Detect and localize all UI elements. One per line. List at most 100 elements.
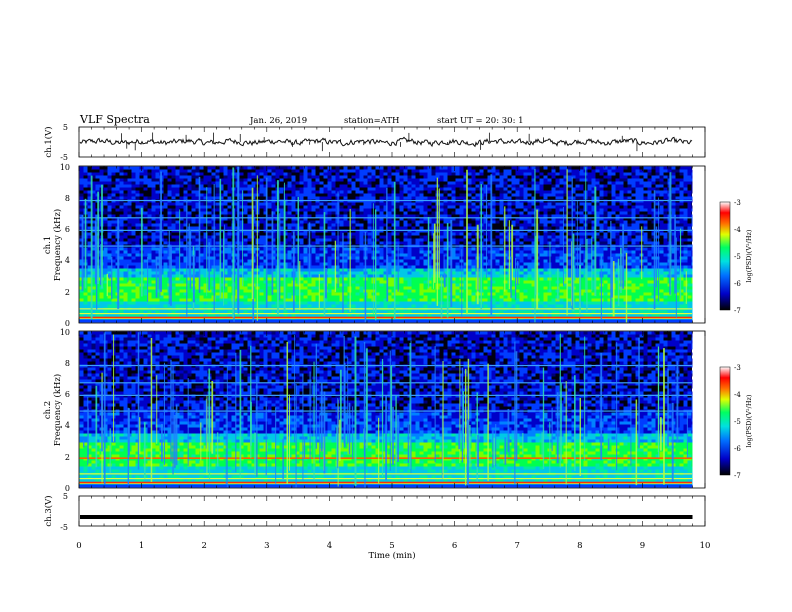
spectrogram-cell bbox=[219, 262, 224, 266]
spectrogram-cell bbox=[419, 262, 424, 266]
spectrogram-cell bbox=[547, 214, 552, 218]
spectrogram-cell bbox=[291, 178, 296, 182]
spectrogram-cell bbox=[299, 187, 304, 191]
spectrogram-cell bbox=[423, 220, 428, 224]
spectrogram-cell bbox=[391, 184, 396, 188]
spectrogram-cell bbox=[539, 241, 544, 245]
spectrogram-cell bbox=[439, 256, 444, 260]
spectrogram-cell bbox=[671, 223, 676, 227]
spectrogram-cell bbox=[299, 214, 304, 218]
spectrogram-cell bbox=[383, 235, 388, 239]
spectrogram-cell bbox=[195, 277, 200, 281]
spectrogram-cell bbox=[511, 235, 516, 239]
spectrogram-cell bbox=[119, 259, 124, 263]
spectrogram-cell bbox=[147, 181, 152, 185]
spectrogram-cell bbox=[531, 175, 536, 179]
spectrogram-cell bbox=[343, 256, 348, 260]
spectrogram-cell bbox=[519, 232, 524, 236]
spectrogram-cell bbox=[435, 172, 440, 176]
spectrogram-cell bbox=[415, 196, 420, 200]
spectrogram-cell bbox=[383, 250, 388, 254]
spectrogram-cell bbox=[551, 220, 556, 224]
spectrogram-cell bbox=[359, 181, 364, 185]
spectrogram-cell bbox=[643, 196, 648, 200]
spectrogram-cell bbox=[327, 238, 332, 242]
spectrogram-cell bbox=[307, 208, 312, 212]
spectrogram-cell bbox=[271, 253, 276, 257]
spectrogram-cell bbox=[659, 232, 664, 236]
spectrogram-cell bbox=[499, 211, 504, 215]
spectrogram-cell bbox=[367, 184, 372, 188]
spectrogram-cell bbox=[611, 226, 616, 230]
spectrogram-cell bbox=[631, 232, 636, 236]
spectrogram-cell bbox=[547, 259, 552, 263]
spectrogram-cell bbox=[335, 166, 340, 170]
spectrogram-cell bbox=[355, 232, 360, 236]
spectrogram-cell bbox=[299, 208, 304, 212]
spectrogram-cell bbox=[651, 211, 656, 215]
spectrogram-cell bbox=[311, 187, 316, 191]
spectrogram-cell bbox=[575, 169, 580, 173]
spectrogram-cell bbox=[639, 217, 644, 221]
spectrogram-cell bbox=[499, 259, 504, 263]
spectrogram-cell bbox=[91, 259, 96, 263]
spectrogram-cell bbox=[643, 238, 648, 242]
spectrogram-cell bbox=[163, 253, 168, 257]
spectrogram-cell bbox=[403, 256, 408, 260]
spectrogram-cell bbox=[327, 253, 332, 257]
spectrogram-cell bbox=[663, 265, 668, 269]
spectrogram-cell bbox=[551, 256, 556, 260]
spectrogram-cell bbox=[555, 208, 560, 212]
spectrogram-cell bbox=[343, 202, 348, 206]
spectrogram-cell bbox=[631, 241, 636, 245]
spectrogram-cell bbox=[531, 274, 536, 278]
spectrogram-cell bbox=[171, 235, 176, 239]
spectrogram-cell bbox=[223, 178, 228, 182]
spectrogram-cell bbox=[331, 202, 336, 206]
spectrogram-cell bbox=[551, 193, 556, 197]
spectrogram-cell bbox=[411, 277, 416, 281]
spectrogram-cell bbox=[391, 253, 396, 257]
spectrogram-cell bbox=[411, 271, 416, 275]
spectrogram-cell bbox=[559, 262, 564, 266]
spectrogram-cell bbox=[619, 220, 624, 224]
spectrogram-cell bbox=[623, 223, 628, 227]
spectrogram-cell bbox=[659, 268, 664, 272]
spectrogram-cell bbox=[451, 274, 456, 278]
spectrogram-cell bbox=[179, 178, 184, 182]
spectrogram-cell bbox=[651, 229, 656, 233]
spectrogram-cell bbox=[219, 181, 224, 185]
spectrogram-cell bbox=[419, 172, 424, 176]
spectrogram-cell bbox=[123, 277, 128, 281]
spectrogram-cell bbox=[79, 241, 84, 245]
spectrogram-cell bbox=[303, 172, 308, 176]
spectrogram-cell bbox=[155, 202, 160, 206]
spectrogram-cell bbox=[135, 211, 140, 215]
spectrogram-cell bbox=[403, 184, 408, 188]
spectrogram-cell bbox=[283, 196, 288, 200]
spectrogram-cell bbox=[335, 208, 340, 212]
spectrogram-cell bbox=[151, 256, 156, 260]
spectrogram-cell bbox=[463, 271, 468, 275]
spectrogram-cell bbox=[683, 214, 688, 218]
spectrogram-cell bbox=[263, 265, 268, 269]
ch1-spectrogram-panel: 0 2 4 6 8 10 ch.1 Frequency (kHz) -3 -4 … bbox=[43, 163, 753, 328]
spectrogram-cell bbox=[347, 220, 352, 224]
spectrogram-cell bbox=[295, 223, 300, 227]
spectrogram-cell bbox=[455, 277, 460, 281]
spectrogram-cell bbox=[151, 277, 156, 281]
spectrogram-cell bbox=[175, 253, 180, 257]
spectrogram-cell bbox=[171, 229, 176, 233]
spectrogram-cell bbox=[251, 193, 256, 197]
spectrogram-cell bbox=[607, 172, 612, 176]
spectrogram-cell bbox=[611, 247, 616, 251]
spectrogram-cell bbox=[91, 280, 96, 284]
spectrogram-cell bbox=[283, 193, 288, 197]
spectrogram-cell bbox=[403, 202, 408, 206]
ch1-waveform-ylabel: ch.1(V) bbox=[43, 126, 54, 157]
spectrogram-cell bbox=[675, 256, 680, 260]
spectrogram-cell bbox=[167, 220, 172, 224]
spectrogram-cell bbox=[339, 238, 344, 242]
spectrogram-cell bbox=[143, 274, 148, 278]
spectrogram-cell bbox=[547, 262, 552, 266]
